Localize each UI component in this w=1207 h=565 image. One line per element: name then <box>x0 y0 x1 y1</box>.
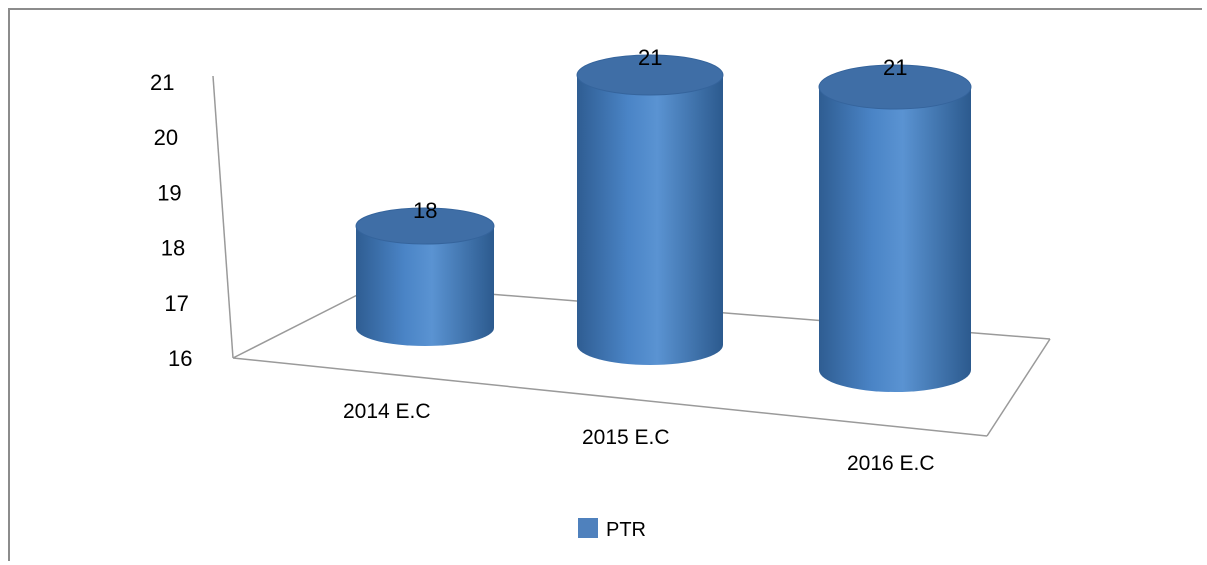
bar-body <box>819 87 971 392</box>
y-axis-line <box>212 75 234 359</box>
y-tick-label: 21 <box>150 70 174 95</box>
bar-body <box>577 75 723 365</box>
legend-swatch-ptr <box>578 518 598 538</box>
bar-2: 21 <box>576 45 724 365</box>
data-label: 21 <box>638 45 662 70</box>
bar-body <box>356 226 494 346</box>
bar-1: 18 <box>355 198 495 346</box>
floor-back-edge <box>232 284 378 359</box>
bar-3: 21 <box>818 55 972 392</box>
bar-top <box>818 64 972 110</box>
legend: PTR <box>578 518 646 541</box>
bar-top <box>576 54 724 96</box>
floor-right-edge <box>986 338 1051 437</box>
chart-frame <box>8 8 1202 561</box>
y-tick-label: 19 <box>157 180 181 205</box>
category-labels: 2014 E.C 2015 E.C 2016 E.C <box>343 400 935 475</box>
category-label: 2014 E.C <box>343 400 431 423</box>
y-tick-label: 18 <box>161 236 185 261</box>
legend-label-ptr: PTR <box>606 519 646 541</box>
category-label: 2016 E.C <box>847 452 935 475</box>
category-label: 2015 E.C <box>582 426 670 449</box>
floor-front-edge <box>232 357 988 437</box>
data-label: 21 <box>883 55 907 80</box>
bar-top <box>355 207 495 245</box>
y-tick-label: 16 <box>168 346 192 371</box>
bars: 18 21 21 <box>355 45 972 392</box>
y-axis-ticks: 16 17 18 19 20 21 <box>150 70 192 371</box>
y-tick-label: 17 <box>164 291 188 316</box>
data-label: 18 <box>413 198 437 223</box>
y-tick-label: 20 <box>154 125 178 150</box>
